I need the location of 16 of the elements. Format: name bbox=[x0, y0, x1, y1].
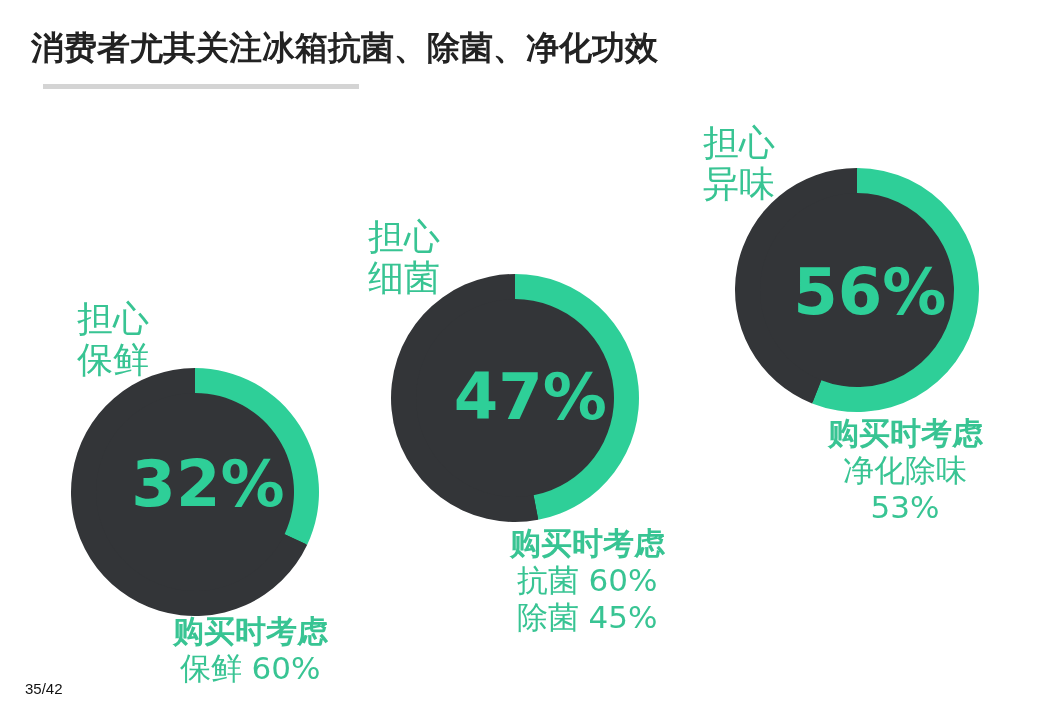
data-label: 47% bbox=[453, 359, 607, 434]
text: 购买时考虑 bbox=[172, 613, 328, 649]
text: 购买时考虑 bbox=[509, 525, 665, 561]
text: 除菌 45% bbox=[516, 599, 658, 635]
data-label: 32% bbox=[131, 446, 285, 521]
text: 净化除味 bbox=[843, 452, 967, 488]
chart-title: 担心细菌 bbox=[368, 216, 440, 298]
text: 抗菌 60% bbox=[516, 562, 658, 598]
chart-title: 担心保鲜 bbox=[77, 298, 149, 380]
text: 53% bbox=[870, 489, 940, 525]
text: 消费者尤其关注冰箱抗菌、除菌、净化功效 bbox=[31, 29, 658, 67]
text: 35/42 bbox=[25, 680, 63, 697]
data-label: 56% bbox=[793, 255, 947, 330]
chart-title: 担心异味 bbox=[703, 122, 775, 204]
text: 购买时考虑 bbox=[827, 415, 983, 451]
text: 保鲜 60% bbox=[179, 650, 321, 686]
